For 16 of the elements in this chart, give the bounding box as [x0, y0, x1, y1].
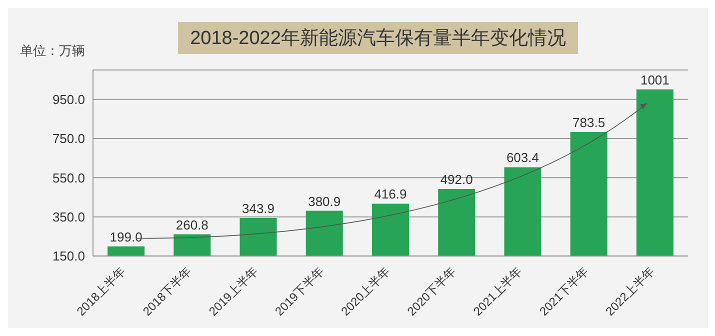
chart-title: 2018-2022年新能源汽车保有量半年变化情况: [178, 22, 578, 54]
data-label: 260.8: [176, 217, 208, 232]
data-label: 603.4: [506, 150, 539, 166]
data-label: 492.0: [440, 172, 473, 188]
y-axis-title: 单位：万辆: [20, 43, 85, 60]
data-label: 783.5: [572, 114, 606, 130]
y-tick-label: 350.0: [52, 209, 85, 224]
data-label: 1001: [640, 72, 670, 88]
y-tick-label: 750.0: [52, 131, 85, 146]
y-tick-label: 150.0: [52, 248, 85, 264]
data-label: 199.0: [110, 229, 142, 244]
y-tick-label: 550.0: [52, 170, 85, 186]
data-label: 380.9: [308, 194, 341, 209]
y-tick-label: 950.0: [52, 92, 85, 107]
data-label: 416.9: [374, 186, 407, 202]
data-label: 343.9: [242, 201, 275, 216]
